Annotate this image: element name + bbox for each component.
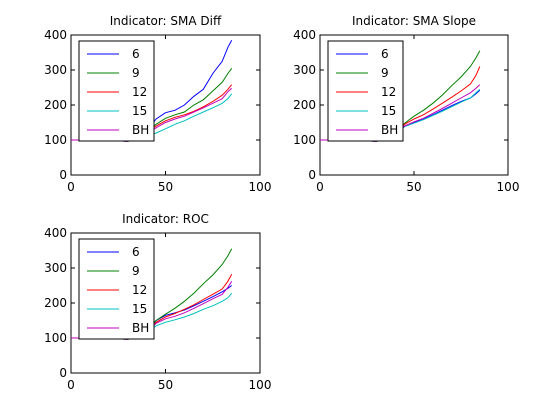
chart-title: Indicator: SMA Slope	[352, 14, 476, 28]
legend-label: 12	[381, 85, 396, 99]
y-tick-label: 0	[308, 168, 316, 182]
y-tick-label: 300	[293, 63, 316, 77]
chart-title: Indicator: ROC	[122, 212, 209, 226]
x-tick-label: 50	[406, 180, 421, 194]
legend: 6 9 12 15 BH	[328, 41, 403, 141]
x-tick-label: 100	[497, 180, 520, 194]
subplot-3: Indicator: ROC 0 50 100 0 100 200 300 400 6 9 12 15 B…	[44, 212, 271, 392]
y-tick-label: 400	[44, 226, 67, 240]
y-tick-label: 0	[59, 366, 67, 380]
y-tick-label: 300	[44, 63, 67, 77]
y-tick-label: 100	[44, 133, 67, 147]
x-tick-label: 50	[158, 180, 173, 194]
subplot-2: Indicator: SMA Slope 0 50 100 0 100 200 300 400 6…	[293, 14, 519, 194]
x-tick-label: 50	[158, 378, 173, 392]
y-tick-label: 400	[293, 28, 316, 42]
y-tick-label: 200	[44, 98, 67, 112]
y-tick-label: 100	[293, 133, 316, 147]
legend-label: 15	[132, 302, 147, 316]
x-tick-label: 0	[316, 180, 324, 194]
y-tick-label: 300	[44, 261, 67, 275]
legend-label: 12	[132, 85, 147, 99]
legend-label: 9	[381, 66, 389, 80]
legend-label: 6	[132, 245, 140, 259]
legend-label: 15	[381, 104, 396, 118]
chart-title: Indicator: SMA Diff	[110, 14, 222, 28]
legend: 6 9 12 15 BH	[79, 41, 154, 141]
y-tick-label: 200	[293, 98, 316, 112]
legend: 6 9 12 15 BH	[79, 239, 154, 339]
y-tick-label: 100	[44, 331, 67, 345]
x-tick-label: 100	[249, 180, 272, 194]
legend-label: 6	[381, 47, 389, 61]
legend-label: 12	[132, 283, 147, 297]
y-tick-label: 200	[44, 296, 67, 310]
legend-label: 15	[132, 104, 147, 118]
y-tick-label: 0	[59, 168, 67, 182]
legend-label: 9	[132, 66, 140, 80]
x-tick-label: 100	[249, 378, 272, 392]
legend-label: 6	[132, 47, 140, 61]
x-tick-label: 0	[67, 180, 75, 194]
legend-label: BH	[132, 321, 149, 335]
legend-label: BH	[381, 123, 398, 137]
legend-label: 9	[132, 264, 140, 278]
x-tick-label: 0	[67, 378, 75, 392]
y-tick-label: 400	[44, 28, 67, 42]
subplot-1: Indicator: SMA Diff 0 50 100 0 100 200 300 400 6 9…	[44, 14, 271, 194]
legend-label: BH	[132, 123, 149, 137]
